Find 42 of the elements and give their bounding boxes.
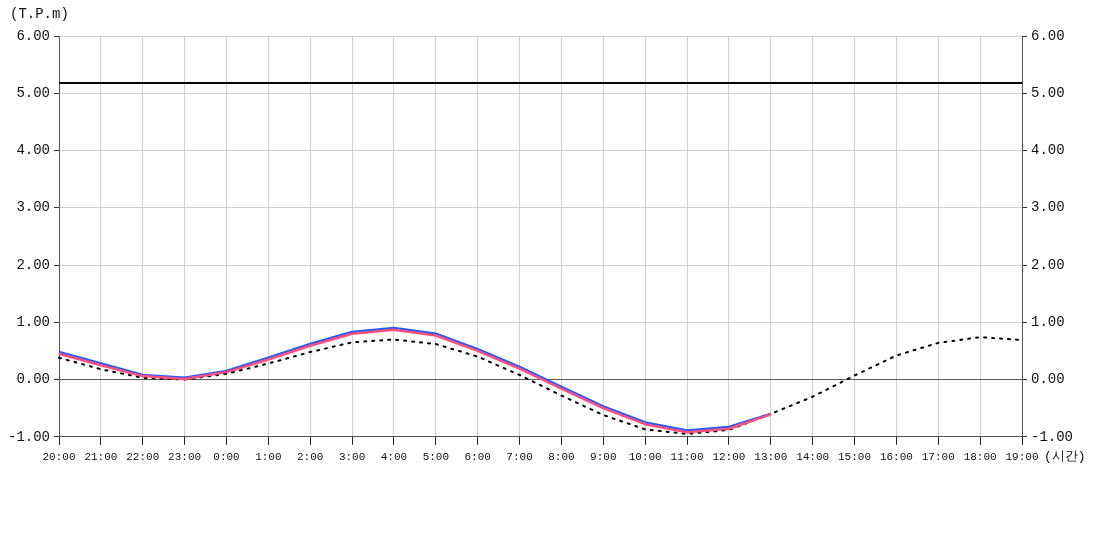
x-tick-label: 3:00 (338, 451, 366, 464)
x-tick-label: 14:00 (796, 451, 830, 464)
y2-tick-label: 2.00 (1031, 256, 1065, 273)
y-tick-label: 0.00 (16, 371, 51, 388)
y-tick-label: 1.00 (16, 313, 51, 330)
y-tick-label: 2.00 (16, 256, 51, 273)
x-tick-label: 18:00 (963, 451, 997, 464)
y2-tick-label: 4.00 (1031, 142, 1065, 159)
y-tick-label: 6.00 (16, 27, 51, 44)
x-tick-label: 17:00 (921, 451, 955, 464)
x-tick-label: 15:00 (838, 451, 872, 464)
x-tick-label: 23:00 (168, 451, 202, 464)
x-tick-label: 16:00 (879, 451, 913, 464)
x-tick-label: 19:00 (1005, 451, 1039, 464)
y2-tick-label: 3.00 (1031, 199, 1065, 216)
y2-tick-label: 6.00 (1031, 27, 1065, 44)
x-tick-label: 11:00 (670, 451, 704, 464)
x-tick-label: 12:00 (712, 451, 746, 464)
y2-tick-label: 0.00 (1031, 371, 1065, 388)
y-axis-title: (T.P.m) (10, 5, 69, 22)
x-tick-label: 10:00 (628, 451, 662, 464)
x-tick-label: 2:00 (297, 451, 324, 464)
x-tick-label: 5:00 (422, 451, 450, 464)
x-tick-label: 7:00 (506, 451, 533, 464)
x-tick-label: 13:00 (754, 451, 788, 464)
x-tick-label: 0:00 (213, 451, 240, 464)
x-tick-label: 9:00 (590, 451, 617, 464)
x-tick-label: 8:00 (548, 451, 575, 464)
x-tick-label: 6:00 (464, 451, 491, 464)
x-tick-label: 20:00 (42, 451, 76, 464)
y-tick-label: 4.00 (16, 142, 51, 159)
y2-tick-label: -1.00 (1031, 428, 1074, 445)
x-tick-label: 22:00 (126, 451, 160, 464)
x-tick-label: 4:00 (380, 451, 408, 464)
y-tick-label: 5.00 (16, 84, 51, 101)
x-tick-label: 1:00 (255, 451, 282, 464)
x-tick-label: 21:00 (84, 451, 118, 464)
y-tick-label: -1.00 (7, 428, 51, 445)
x-axis-title: (시간) (1044, 449, 1086, 465)
y2-tick-label: 1.00 (1031, 313, 1065, 330)
y-tick-label: 3.00 (16, 199, 51, 216)
y2-tick-label: 5.00 (1031, 84, 1065, 101)
